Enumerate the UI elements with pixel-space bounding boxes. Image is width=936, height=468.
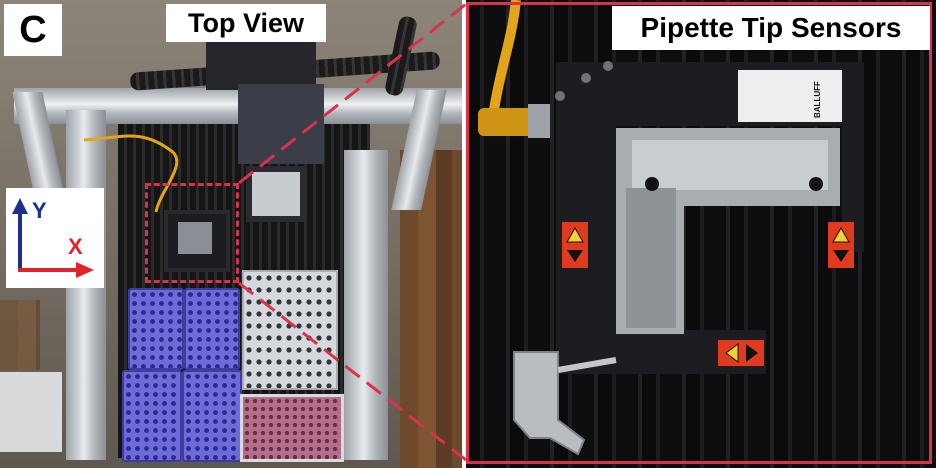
tip-rack-1 [128,288,184,370]
metal-bracket [513,351,586,456]
sensor-interior-side [626,188,676,328]
y-axis-label: Y [32,198,47,223]
tip-sensor-inner [178,222,212,254]
screw-2 [603,61,613,71]
sensor-zoom-photo: BALLUFF [466,0,936,468]
top-view-title: Top View [166,4,326,42]
warning-label-left [562,222,588,268]
top-view-photo [0,0,462,468]
panel-letter: C [4,4,62,56]
frame-rail-right [344,150,388,460]
x-axis-label: X [68,234,83,259]
tip-rack-2 [184,288,240,370]
tube-rack [242,270,338,390]
yellow-cable [83,134,179,213]
sensor-svg: BALLUFF [478,0,864,456]
product-label [738,70,842,122]
axes-indicator: Y X [6,188,104,288]
brand-mark: BALLUFF [813,81,822,118]
screw-4 [645,177,659,191]
warning-label-bottom [718,340,764,366]
screw-5 [809,177,823,191]
cable-connector [478,108,542,136]
bracket-arm [557,357,617,373]
tip-rack-3 [122,370,182,462]
pipette-tip-sensors-title: Pipette Tip Sensors [612,6,930,50]
cable-nut [528,104,550,138]
zoom-region-box [145,183,239,283]
screw-1 [581,73,591,83]
connector-line-bottom [238,281,467,462]
x-arrow-head [76,262,94,278]
axes-svg: Y X [12,198,94,278]
warning-label-right [828,222,854,268]
connector-line-top [238,2,467,185]
sensor-cable [489,0,521,111]
cable-svg [83,134,179,213]
sensor-interior-shade [632,140,828,190]
wood-floor-left [0,300,40,370]
screw-3 [555,91,565,101]
gripper [246,166,306,222]
well-plate [240,394,344,462]
electronics-box [0,372,62,452]
pipette-head [238,84,324,164]
y-arrow-head [12,198,28,214]
